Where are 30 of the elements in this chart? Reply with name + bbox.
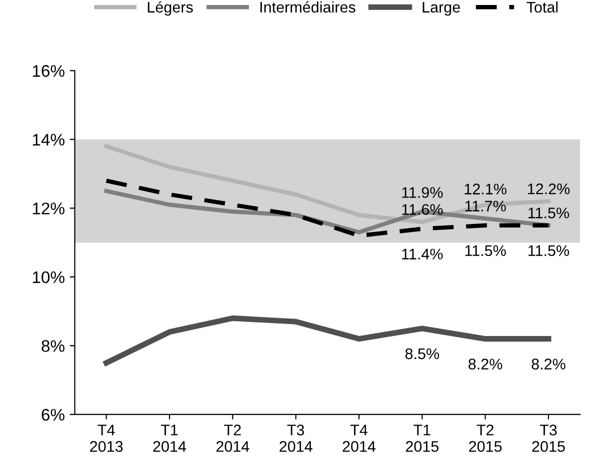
y-tick-label: 6% <box>42 408 64 421</box>
data-label: 11.9% <box>402 187 443 198</box>
legend-label: Intermédiaires <box>260 1 356 13</box>
data-label: 12.2% <box>528 183 570 194</box>
y-tick-label: 16% <box>32 65 64 77</box>
data-label: 8.5% <box>405 348 440 360</box>
data-label: 11.7% <box>465 200 506 212</box>
x-tick-label: T4 2013 <box>90 424 123 452</box>
x-tick-label: T1 2014 <box>153 424 186 452</box>
legend-label: Total <box>526 1 558 13</box>
y-tick-label: 10% <box>32 271 64 284</box>
data-label: 8.2% <box>532 358 566 370</box>
data-label: 11.5% <box>465 245 506 256</box>
y-tick-label: 8% <box>42 340 64 352</box>
data-label: 12.1% <box>464 184 506 194</box>
x-tick-label: T2 2015 <box>469 424 502 452</box>
data-label: 8.2% <box>468 358 502 370</box>
legend-label: Légers <box>148 1 193 16</box>
x-tick-label: T1 2015 <box>406 424 439 452</box>
x-tick-label: T3 2014 <box>280 424 312 452</box>
data-label: 11.5% <box>528 208 570 218</box>
legend-label: Large <box>422 2 460 16</box>
y-tick-label: 14% <box>32 134 64 146</box>
y-tick-label: 12% <box>32 202 64 214</box>
data-label: 11.5% <box>528 245 570 256</box>
data-label: 11.4% <box>402 248 443 260</box>
x-tick-label: T4 2014 <box>342 424 376 452</box>
x-tick-label: T3 2015 <box>532 424 565 452</box>
data-label: 11.6% <box>402 204 443 215</box>
x-tick-label: T2 2014 <box>216 424 250 452</box>
